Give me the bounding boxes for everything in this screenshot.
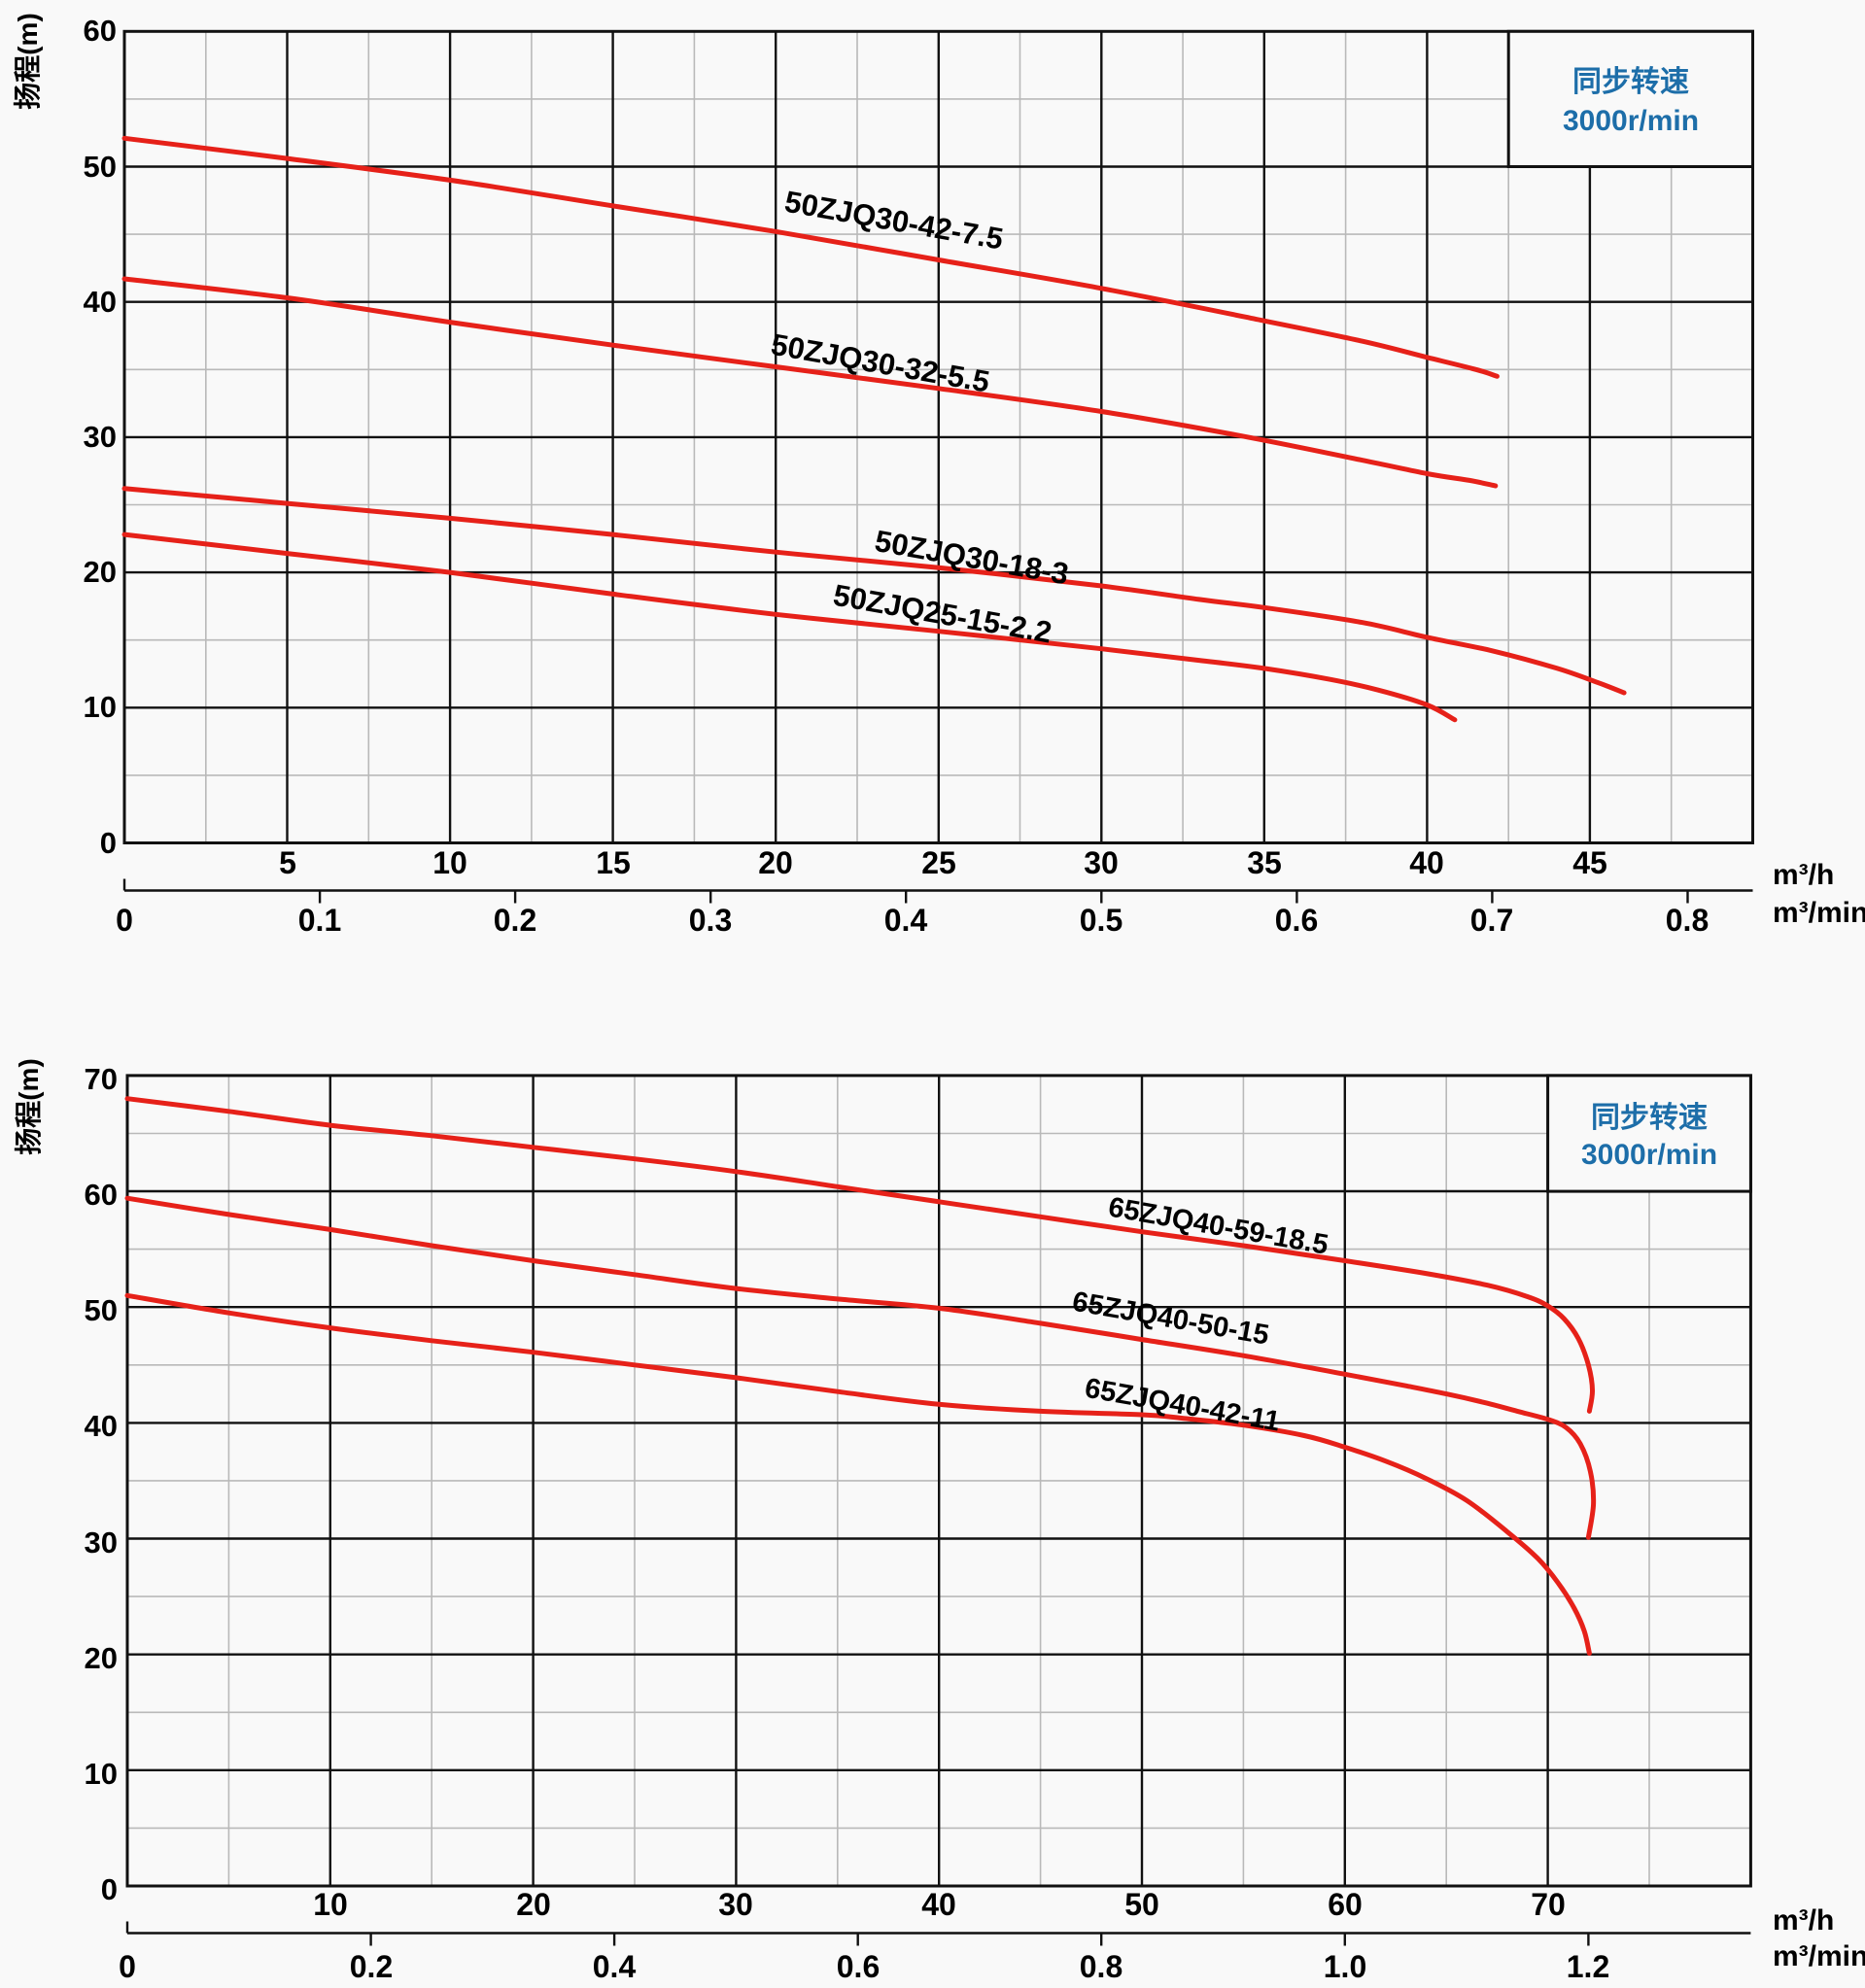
svg-text:m³/h: m³/h bbox=[1773, 1904, 1834, 1937]
svg-text:3000r/min: 3000r/min bbox=[1563, 105, 1699, 137]
svg-text:0: 0 bbox=[101, 1872, 118, 1906]
svg-text:30: 30 bbox=[84, 420, 117, 454]
svg-text:30: 30 bbox=[85, 1525, 118, 1560]
svg-text:20: 20 bbox=[84, 555, 117, 589]
svg-text:35: 35 bbox=[1247, 845, 1282, 880]
svg-text:20: 20 bbox=[758, 845, 793, 880]
svg-text:40: 40 bbox=[85, 1409, 118, 1443]
svg-text:20: 20 bbox=[516, 1887, 551, 1922]
svg-text:3000r/min: 3000r/min bbox=[1581, 1139, 1717, 1171]
svg-text:0: 0 bbox=[116, 903, 133, 938]
svg-text:0.8: 0.8 bbox=[1080, 1949, 1122, 1984]
svg-text:10: 10 bbox=[313, 1887, 348, 1922]
svg-text:0: 0 bbox=[100, 826, 117, 860]
svg-text:50: 50 bbox=[1124, 1887, 1159, 1922]
svg-text:0.2: 0.2 bbox=[494, 903, 536, 938]
svg-text:45: 45 bbox=[1572, 845, 1607, 880]
svg-text:同步转速: 同步转速 bbox=[1591, 1102, 1708, 1134]
svg-text:0.4: 0.4 bbox=[884, 903, 928, 938]
svg-text:1.0: 1.0 bbox=[1324, 1949, 1366, 1984]
svg-text:0.7: 0.7 bbox=[1470, 903, 1513, 938]
svg-text:10: 10 bbox=[84, 690, 117, 724]
svg-text:15: 15 bbox=[596, 845, 631, 880]
svg-text:70: 70 bbox=[1531, 1887, 1566, 1922]
svg-text:10: 10 bbox=[432, 845, 467, 880]
svg-text:40: 40 bbox=[1409, 845, 1444, 880]
svg-text:m³/h: m³/h bbox=[1773, 859, 1834, 891]
svg-text:0.4: 0.4 bbox=[593, 1949, 637, 1984]
svg-text:0: 0 bbox=[119, 1949, 136, 1984]
svg-text:扬程(m): 扬程(m) bbox=[14, 1058, 44, 1155]
svg-text:0.3: 0.3 bbox=[689, 903, 732, 938]
svg-text:50: 50 bbox=[85, 1293, 118, 1327]
svg-text:0.5: 0.5 bbox=[1080, 903, 1122, 938]
svg-text:40: 40 bbox=[921, 1887, 956, 1922]
svg-text:70: 70 bbox=[85, 1062, 118, 1096]
svg-text:30: 30 bbox=[718, 1887, 753, 1922]
svg-text:25: 25 bbox=[921, 845, 956, 880]
svg-text:0.6: 0.6 bbox=[1275, 903, 1318, 938]
svg-text:0.8: 0.8 bbox=[1666, 903, 1709, 938]
svg-text:60: 60 bbox=[1328, 1887, 1363, 1922]
svg-text:0.1: 0.1 bbox=[298, 903, 341, 938]
svg-text:60: 60 bbox=[85, 1178, 118, 1212]
svg-text:1.2: 1.2 bbox=[1567, 1949, 1609, 1984]
svg-text:30: 30 bbox=[1084, 845, 1119, 880]
svg-text:60: 60 bbox=[84, 14, 117, 48]
svg-text:20: 20 bbox=[85, 1641, 118, 1675]
svg-text:m³/min: m³/min bbox=[1773, 897, 1865, 929]
svg-text:10: 10 bbox=[85, 1757, 118, 1791]
svg-text:扬程(m): 扬程(m) bbox=[13, 13, 43, 110]
svg-text:m³/min: m³/min bbox=[1773, 1940, 1865, 1972]
svg-text:0.6: 0.6 bbox=[837, 1949, 880, 1984]
svg-text:50: 50 bbox=[84, 150, 117, 184]
svg-text:同步转速: 同步转速 bbox=[1572, 66, 1689, 98]
svg-text:5: 5 bbox=[279, 845, 296, 880]
svg-text:0.2: 0.2 bbox=[350, 1949, 393, 1984]
svg-text:40: 40 bbox=[84, 285, 117, 319]
